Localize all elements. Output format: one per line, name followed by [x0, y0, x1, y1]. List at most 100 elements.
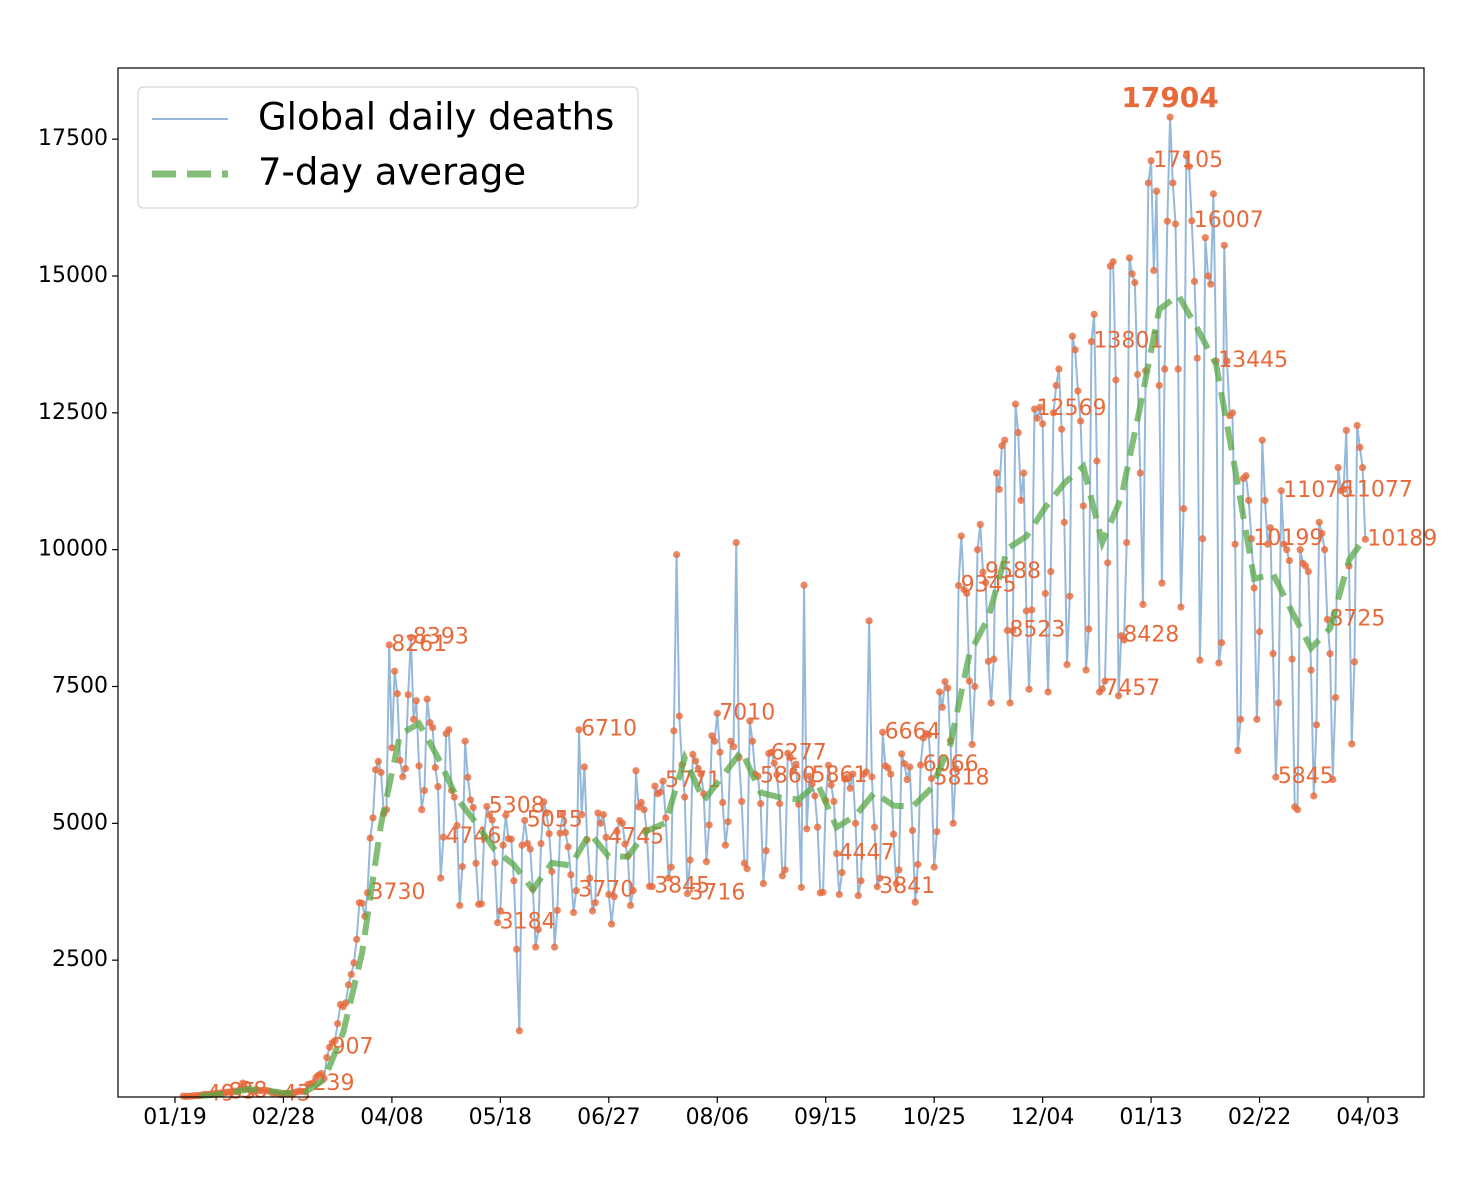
y-tick-label: 5000: [52, 810, 108, 835]
point: [1264, 540, 1272, 548]
point: [1033, 414, 1041, 422]
x-tick-label: 01/19: [143, 1105, 206, 1130]
point: [428, 723, 437, 732]
point: [795, 800, 803, 808]
point: [900, 760, 908, 768]
value-label: 8428: [1123, 623, 1179, 648]
point: [1147, 157, 1155, 165]
point: [879, 728, 887, 736]
point: [968, 740, 976, 749]
point: [976, 520, 984, 529]
point: [849, 770, 857, 778]
x-tick-label: 06/27: [577, 1105, 640, 1130]
point: [727, 737, 735, 745]
point: [1055, 365, 1063, 373]
point: [545, 830, 553, 838]
point: [559, 809, 567, 818]
point: [404, 691, 412, 699]
point: [941, 677, 949, 686]
point: [1315, 518, 1323, 526]
point: [914, 860, 922, 868]
point: [832, 849, 841, 858]
point: [569, 908, 578, 917]
point: [613, 827, 621, 836]
point: [906, 763, 914, 771]
point: [410, 715, 418, 723]
point: [662, 814, 670, 822]
point: [1188, 217, 1196, 225]
point: [1155, 381, 1163, 390]
point: [686, 856, 694, 864]
point: [491, 859, 499, 867]
point: [374, 757, 382, 766]
value-label: 9345: [961, 573, 1017, 598]
value-label: 13445: [1218, 348, 1288, 373]
point: [1071, 346, 1079, 354]
point: [1310, 792, 1318, 800]
point: [1296, 546, 1304, 554]
y-tick-label: 17500: [38, 126, 108, 151]
point: [372, 766, 380, 774]
point: [1277, 487, 1285, 495]
point: [797, 883, 805, 891]
point: [518, 841, 526, 849]
point: [412, 697, 420, 705]
point: [420, 786, 429, 795]
point: [995, 485, 1003, 494]
point: [1104, 559, 1112, 567]
point: [1318, 529, 1326, 537]
point: [1123, 538, 1131, 547]
point: [1049, 409, 1058, 417]
value-label: 6066: [923, 752, 979, 777]
point: [659, 777, 667, 785]
point: [469, 803, 477, 812]
point: [1093, 457, 1101, 465]
point: [830, 797, 838, 806]
point: [1044, 688, 1052, 696]
point: [537, 839, 545, 848]
point: [738, 797, 746, 806]
point: [708, 732, 716, 740]
point: [640, 806, 648, 814]
point: [391, 667, 399, 675]
point: [835, 890, 843, 899]
point: [786, 754, 795, 762]
point: [1348, 740, 1356, 748]
point: [1272, 773, 1280, 781]
point: [632, 767, 640, 775]
point: [1304, 567, 1312, 576]
point: [1285, 557, 1293, 565]
point: [461, 737, 469, 745]
point: [952, 764, 960, 773]
point: [510, 877, 518, 885]
value-label: 7010: [719, 700, 775, 725]
x-tick-label: 12/04: [1011, 1105, 1074, 1130]
y-tick-label: 7500: [52, 673, 108, 698]
point: [1353, 421, 1361, 430]
point: [1193, 354, 1201, 362]
value-label: 12569: [1037, 396, 1107, 421]
point: [689, 750, 697, 758]
point: [621, 840, 629, 848]
point: [1144, 179, 1152, 187]
x-tick-label: 08/06: [686, 1105, 749, 1130]
point: [564, 843, 572, 851]
point: [862, 768, 870, 776]
point: [1014, 428, 1022, 437]
point: [732, 538, 740, 547]
point: [466, 796, 475, 804]
value-label: 17105: [1153, 148, 1223, 173]
point: [762, 847, 770, 855]
point: [1196, 656, 1204, 664]
value-label: 10199: [1253, 526, 1323, 551]
point: [746, 717, 754, 725]
point: [992, 469, 1001, 477]
value-label: 10189: [1367, 526, 1437, 551]
point: [607, 920, 616, 928]
point: [1087, 338, 1096, 346]
point: [925, 731, 933, 739]
point: [670, 727, 678, 735]
point: [721, 841, 730, 849]
point: [453, 821, 461, 830]
point: [594, 809, 602, 817]
